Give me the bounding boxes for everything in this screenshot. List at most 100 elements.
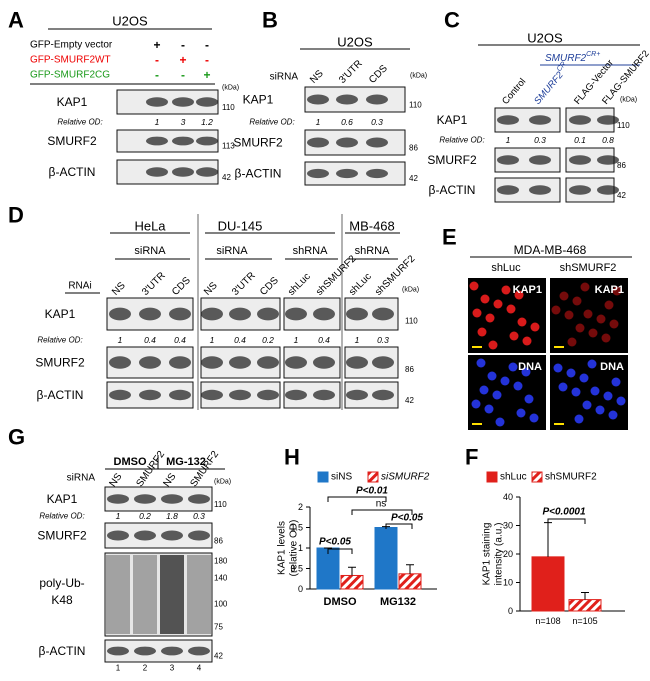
cell <box>480 294 490 304</box>
band <box>196 97 218 107</box>
cell <box>487 371 497 381</box>
channel-label: DNA <box>518 361 542 373</box>
band <box>336 137 358 148</box>
blot-label: SMURF2 <box>35 356 85 370</box>
lane-number: 3 <box>170 664 175 673</box>
bar <box>398 573 422 590</box>
panel-letter: A <box>8 8 24 33</box>
cell <box>488 340 498 350</box>
band <box>366 137 388 148</box>
band <box>134 494 156 504</box>
y-axis-label: (relative OD) <box>289 520 300 577</box>
band <box>569 185 591 195</box>
cell <box>508 362 518 372</box>
band <box>569 115 591 125</box>
blot-label: β-ACTIN <box>429 183 476 197</box>
cell <box>582 400 592 410</box>
x-tick-label: DMSO <box>324 596 357 608</box>
blot-label: SMURF2 <box>427 153 477 167</box>
band <box>313 389 335 401</box>
channel-label: KAP1 <box>595 284 624 296</box>
blot-label: SMURF2 <box>233 136 283 150</box>
band <box>188 530 210 541</box>
cell <box>509 331 519 341</box>
kda-marker: 110 <box>617 121 630 130</box>
label: MDA-MB-468 <box>514 243 587 257</box>
text-part: SMURF2 <box>532 69 566 107</box>
sign: - <box>181 38 185 52</box>
band <box>107 494 129 504</box>
cell <box>566 368 576 378</box>
band <box>188 646 210 656</box>
band <box>139 389 161 401</box>
cell <box>479 385 489 395</box>
band <box>307 137 329 148</box>
y-tick-label: 0 <box>508 606 513 616</box>
od-value: 0.2 <box>262 335 274 345</box>
band <box>257 356 279 369</box>
cell <box>524 394 534 404</box>
label: DMSO <box>114 456 147 468</box>
label: U2OS <box>112 14 148 29</box>
band <box>169 356 191 369</box>
panel-letter: E <box>442 225 457 250</box>
label: GFP-Empty vector <box>30 40 113 51</box>
band <box>229 389 251 401</box>
bar <box>374 527 398 590</box>
band <box>257 307 279 321</box>
kda-marker: 42 <box>222 173 231 182</box>
od-value: 0.3 <box>193 511 205 521</box>
cell <box>477 327 487 337</box>
band <box>146 136 168 146</box>
label: HeLa <box>134 219 166 234</box>
band <box>372 307 394 321</box>
cell <box>574 414 584 424</box>
sign: + <box>203 68 210 82</box>
band <box>366 94 388 105</box>
error-bar <box>544 522 552 557</box>
cell <box>559 291 569 301</box>
band <box>109 389 131 401</box>
error-bar <box>581 591 589 600</box>
od-value: 0.6 <box>341 117 353 127</box>
cell <box>583 309 593 319</box>
label: shRNA <box>293 245 329 257</box>
lane-label: 3'UTR <box>337 58 365 86</box>
bar <box>531 556 565 612</box>
lane-label: CDS <box>170 275 193 298</box>
blot-label: SMURF2 <box>37 529 87 543</box>
band <box>529 115 551 125</box>
cell <box>588 328 598 338</box>
od-value: 0.3 <box>371 117 383 127</box>
band <box>597 115 619 125</box>
band <box>229 307 251 321</box>
od-value: 1 <box>316 117 321 127</box>
kda-marker: 100 <box>214 600 228 609</box>
od-value: 0.4 <box>318 335 330 345</box>
cell <box>517 317 527 327</box>
label: U2OS <box>337 35 373 50</box>
lane-label: NS <box>161 471 178 489</box>
sign: - <box>205 38 209 52</box>
cell <box>596 314 606 324</box>
annotation: P<0.05 <box>319 537 351 548</box>
band <box>285 389 307 401</box>
y-tick-label: 20 <box>503 549 513 559</box>
od-value: 0.4 <box>174 335 186 345</box>
label: (kDa) <box>214 479 231 486</box>
smear <box>160 555 184 634</box>
band <box>313 356 335 369</box>
blot-label: β-ACTIN <box>49 165 96 179</box>
kda-marker: 180 <box>214 557 228 566</box>
band <box>196 167 218 177</box>
od-value: 1 <box>155 117 160 127</box>
cell <box>580 282 590 292</box>
band <box>196 136 218 146</box>
panel-letter: F <box>465 445 478 470</box>
cell <box>471 399 481 409</box>
od-value: 1 <box>355 335 360 345</box>
bar <box>340 574 364 590</box>
cell <box>572 296 582 306</box>
label: SMURF2CR+ <box>545 51 600 64</box>
y-tick-label: 1.5 <box>290 523 303 533</box>
